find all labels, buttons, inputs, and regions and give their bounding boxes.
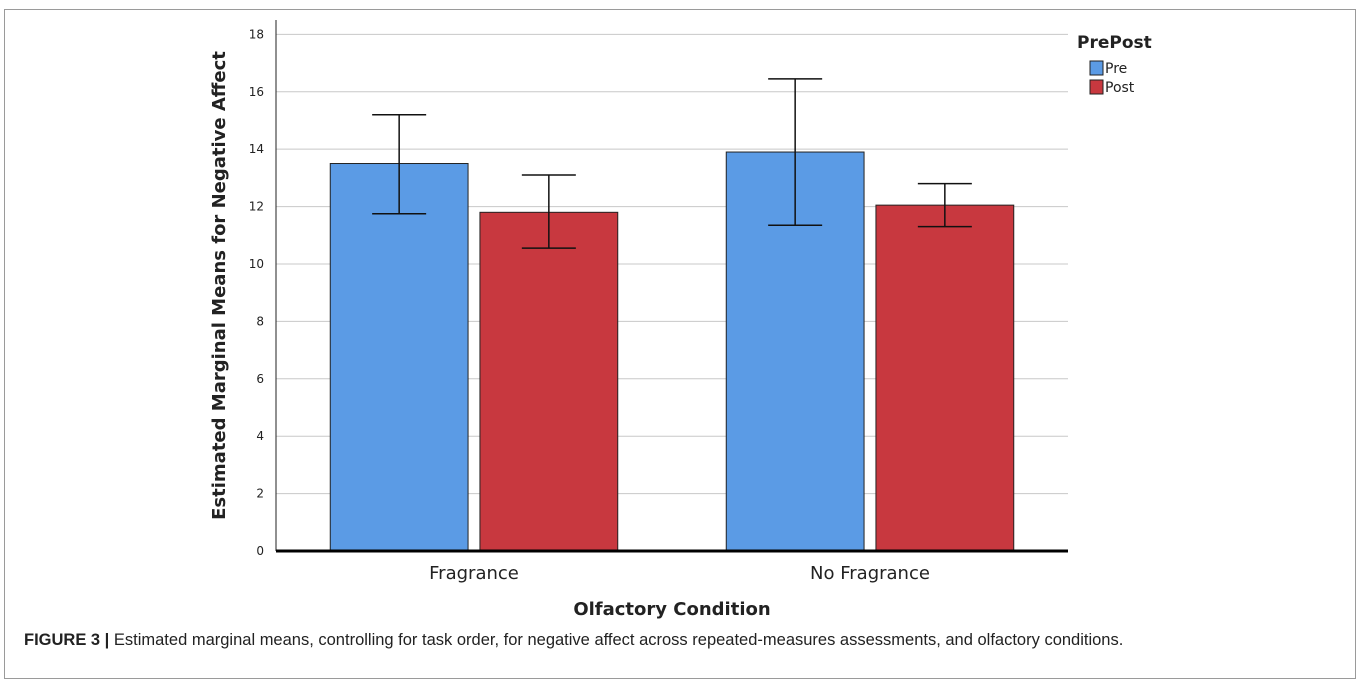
legend-swatch-post bbox=[1089, 79, 1104, 95]
y-tick-label: 6 bbox=[256, 372, 264, 386]
bars bbox=[329, 151, 1015, 552]
legend-label-post: Post bbox=[1105, 80, 1135, 96]
legend-label-pre: Pre bbox=[1105, 61, 1127, 77]
legend: PrePost PrePost bbox=[1077, 33, 1152, 96]
legend-swatch-pre bbox=[1089, 60, 1104, 76]
y-tick-label: 18 bbox=[249, 27, 264, 41]
figure-caption: FIGURE 3 | Estimated marginal means, con… bbox=[24, 631, 1344, 650]
bar-chart: 0 2 4 6 8 10 12 14 16 18 Fragrance No Fragrance Ol… bbox=[209, 20, 1152, 620]
y-tick-label: 0 bbox=[256, 544, 264, 558]
bar-pre-0 bbox=[329, 163, 469, 552]
y-tick-labels: 0 2 4 6 8 10 12 14 16 18 bbox=[249, 27, 264, 558]
y-tick-label: 16 bbox=[249, 85, 264, 99]
y-tick-label: 2 bbox=[256, 487, 264, 501]
error-bars bbox=[372, 78, 972, 249]
x-category-label: No Fragrance bbox=[810, 563, 930, 584]
legend-title: PrePost bbox=[1077, 33, 1152, 53]
bar-post-0 bbox=[479, 211, 619, 552]
x-category-labels: Fragrance No Fragrance bbox=[429, 563, 930, 584]
y-tick-label: 4 bbox=[256, 429, 264, 443]
y-tick-label: 14 bbox=[249, 142, 264, 156]
figure-frame bbox=[4, 9, 1356, 679]
caption-label: FIGURE 3 | bbox=[24, 631, 110, 649]
bar-post-1 bbox=[875, 204, 1015, 552]
caption-text: Estimated marginal means, controlling fo… bbox=[109, 631, 1124, 649]
y-tick-label: 10 bbox=[249, 257, 264, 271]
y-tick-label: 8 bbox=[256, 314, 264, 328]
x-axis-title: Olfactory Condition bbox=[573, 599, 770, 620]
y-tick-label: 12 bbox=[249, 200, 264, 214]
x-category-label: Fragrance bbox=[429, 563, 519, 584]
y-axis-title: Estimated Marginal Means for Negative Af… bbox=[209, 51, 230, 520]
